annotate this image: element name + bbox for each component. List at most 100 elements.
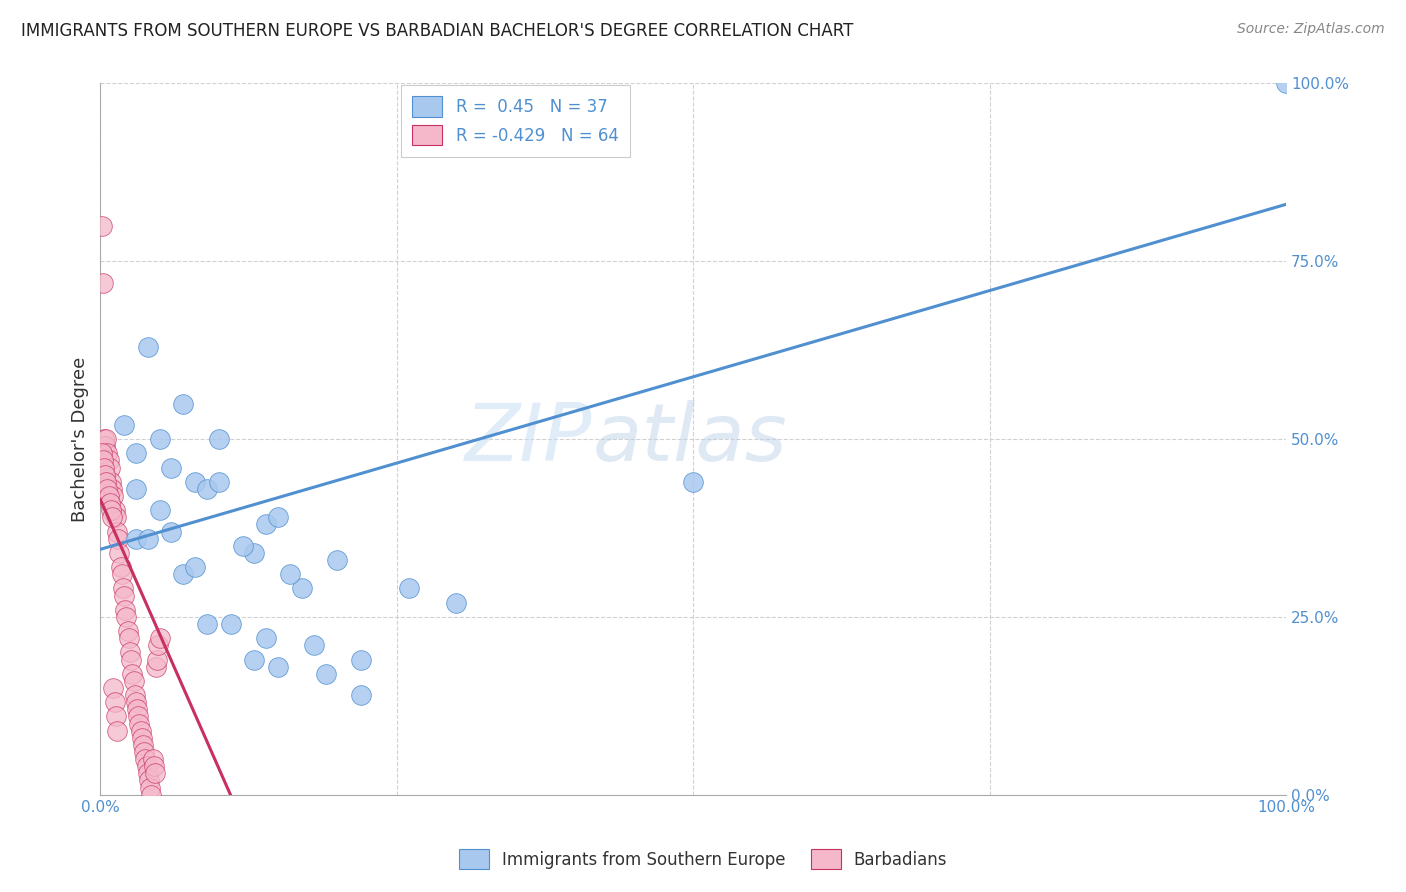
Point: [184, 560, 207, 574]
Point: [100, 503, 122, 517]
Point: [326, 553, 349, 567]
Point: [172, 567, 194, 582]
Point: [104, 709, 127, 723]
Legend: Immigrants from Southern Europe, Barbadians: Immigrants from Southern Europe, Barbadi…: [449, 838, 957, 880]
Point: [267, 659, 290, 673]
Point: [94, 467, 117, 482]
Point: [254, 631, 277, 645]
Point: [122, 673, 145, 688]
Point: [125, 482, 148, 496]
Point: [134, 752, 156, 766]
Point: [98, 496, 121, 510]
Point: [103, 503, 125, 517]
Text: atlas: atlas: [592, 401, 787, 478]
Point: [110, 560, 132, 574]
Point: [125, 695, 148, 709]
Point: [350, 688, 373, 702]
Point: [103, 681, 125, 695]
Point: [107, 532, 129, 546]
Point: [105, 524, 128, 539]
Point: [136, 532, 159, 546]
Point: [243, 652, 266, 666]
Point: [96, 446, 118, 460]
Point: [111, 582, 134, 596]
Point: [267, 510, 290, 524]
Point: [184, 475, 207, 489]
Point: [120, 652, 142, 666]
Point: [172, 396, 194, 410]
Point: [143, 766, 166, 780]
Point: [208, 475, 231, 489]
Point: [149, 503, 172, 517]
Point: [135, 759, 157, 773]
Point: [160, 460, 183, 475]
Point: [149, 631, 172, 645]
Point: [141, 788, 163, 802]
Point: [127, 709, 149, 723]
Point: [125, 446, 148, 460]
Point: [91, 276, 114, 290]
Point: [118, 631, 141, 645]
Point: [315, 666, 337, 681]
Point: [141, 752, 163, 766]
Y-axis label: Bachelor's Degree: Bachelor's Degree: [72, 357, 89, 522]
Point: [145, 659, 167, 673]
Point: [134, 745, 156, 759]
Point: [100, 475, 122, 489]
Point: [98, 460, 121, 475]
Point: [291, 582, 314, 596]
Point: [93, 432, 115, 446]
Point: [101, 510, 124, 524]
Point: [208, 432, 231, 446]
Point: [243, 546, 266, 560]
Point: [91, 453, 114, 467]
Point: [97, 489, 120, 503]
Point: [131, 731, 153, 745]
Point: [232, 539, 254, 553]
Point: [125, 532, 148, 546]
Point: [114, 603, 136, 617]
Point: [132, 738, 155, 752]
Point: [398, 582, 420, 596]
Point: [117, 624, 139, 639]
Point: [121, 666, 143, 681]
Legend: R =  0.45   N = 37, R = -0.429   N = 64: R = 0.45 N = 37, R = -0.429 N = 64: [401, 85, 630, 157]
Point: [103, 695, 125, 709]
Point: [93, 460, 115, 475]
Point: [138, 773, 160, 788]
Point: [128, 716, 150, 731]
Point: [111, 567, 134, 582]
Point: [94, 439, 117, 453]
Point: [136, 340, 159, 354]
Point: [195, 482, 218, 496]
Point: [139, 780, 162, 795]
Point: [444, 596, 467, 610]
Point: [90, 446, 112, 460]
Point: [103, 489, 125, 503]
Point: [146, 652, 169, 666]
Point: [105, 723, 128, 738]
Text: Source: ZipAtlas.com: Source: ZipAtlas.com: [1237, 22, 1385, 37]
Point: [112, 417, 135, 432]
Point: [148, 638, 170, 652]
Text: IMMIGRANTS FROM SOUTHERN EUROPE VS BARBADIAN BACHELOR'S DEGREE CORRELATION CHART: IMMIGRANTS FROM SOUTHERN EUROPE VS BARBA…: [21, 22, 853, 40]
Point: [136, 766, 159, 780]
Point: [160, 524, 183, 539]
Point: [97, 453, 120, 467]
Point: [115, 610, 138, 624]
Point: [254, 517, 277, 532]
Point: [108, 546, 131, 560]
Point: [350, 652, 373, 666]
Point: [96, 475, 118, 489]
Point: [1275, 77, 1298, 91]
Point: [96, 482, 118, 496]
Point: [96, 432, 118, 446]
Point: [278, 567, 301, 582]
Text: ZIP: ZIP: [465, 401, 592, 478]
Point: [104, 510, 127, 524]
Point: [142, 759, 165, 773]
Point: [112, 589, 135, 603]
Point: [101, 482, 124, 496]
Point: [118, 645, 141, 659]
Point: [127, 702, 149, 716]
